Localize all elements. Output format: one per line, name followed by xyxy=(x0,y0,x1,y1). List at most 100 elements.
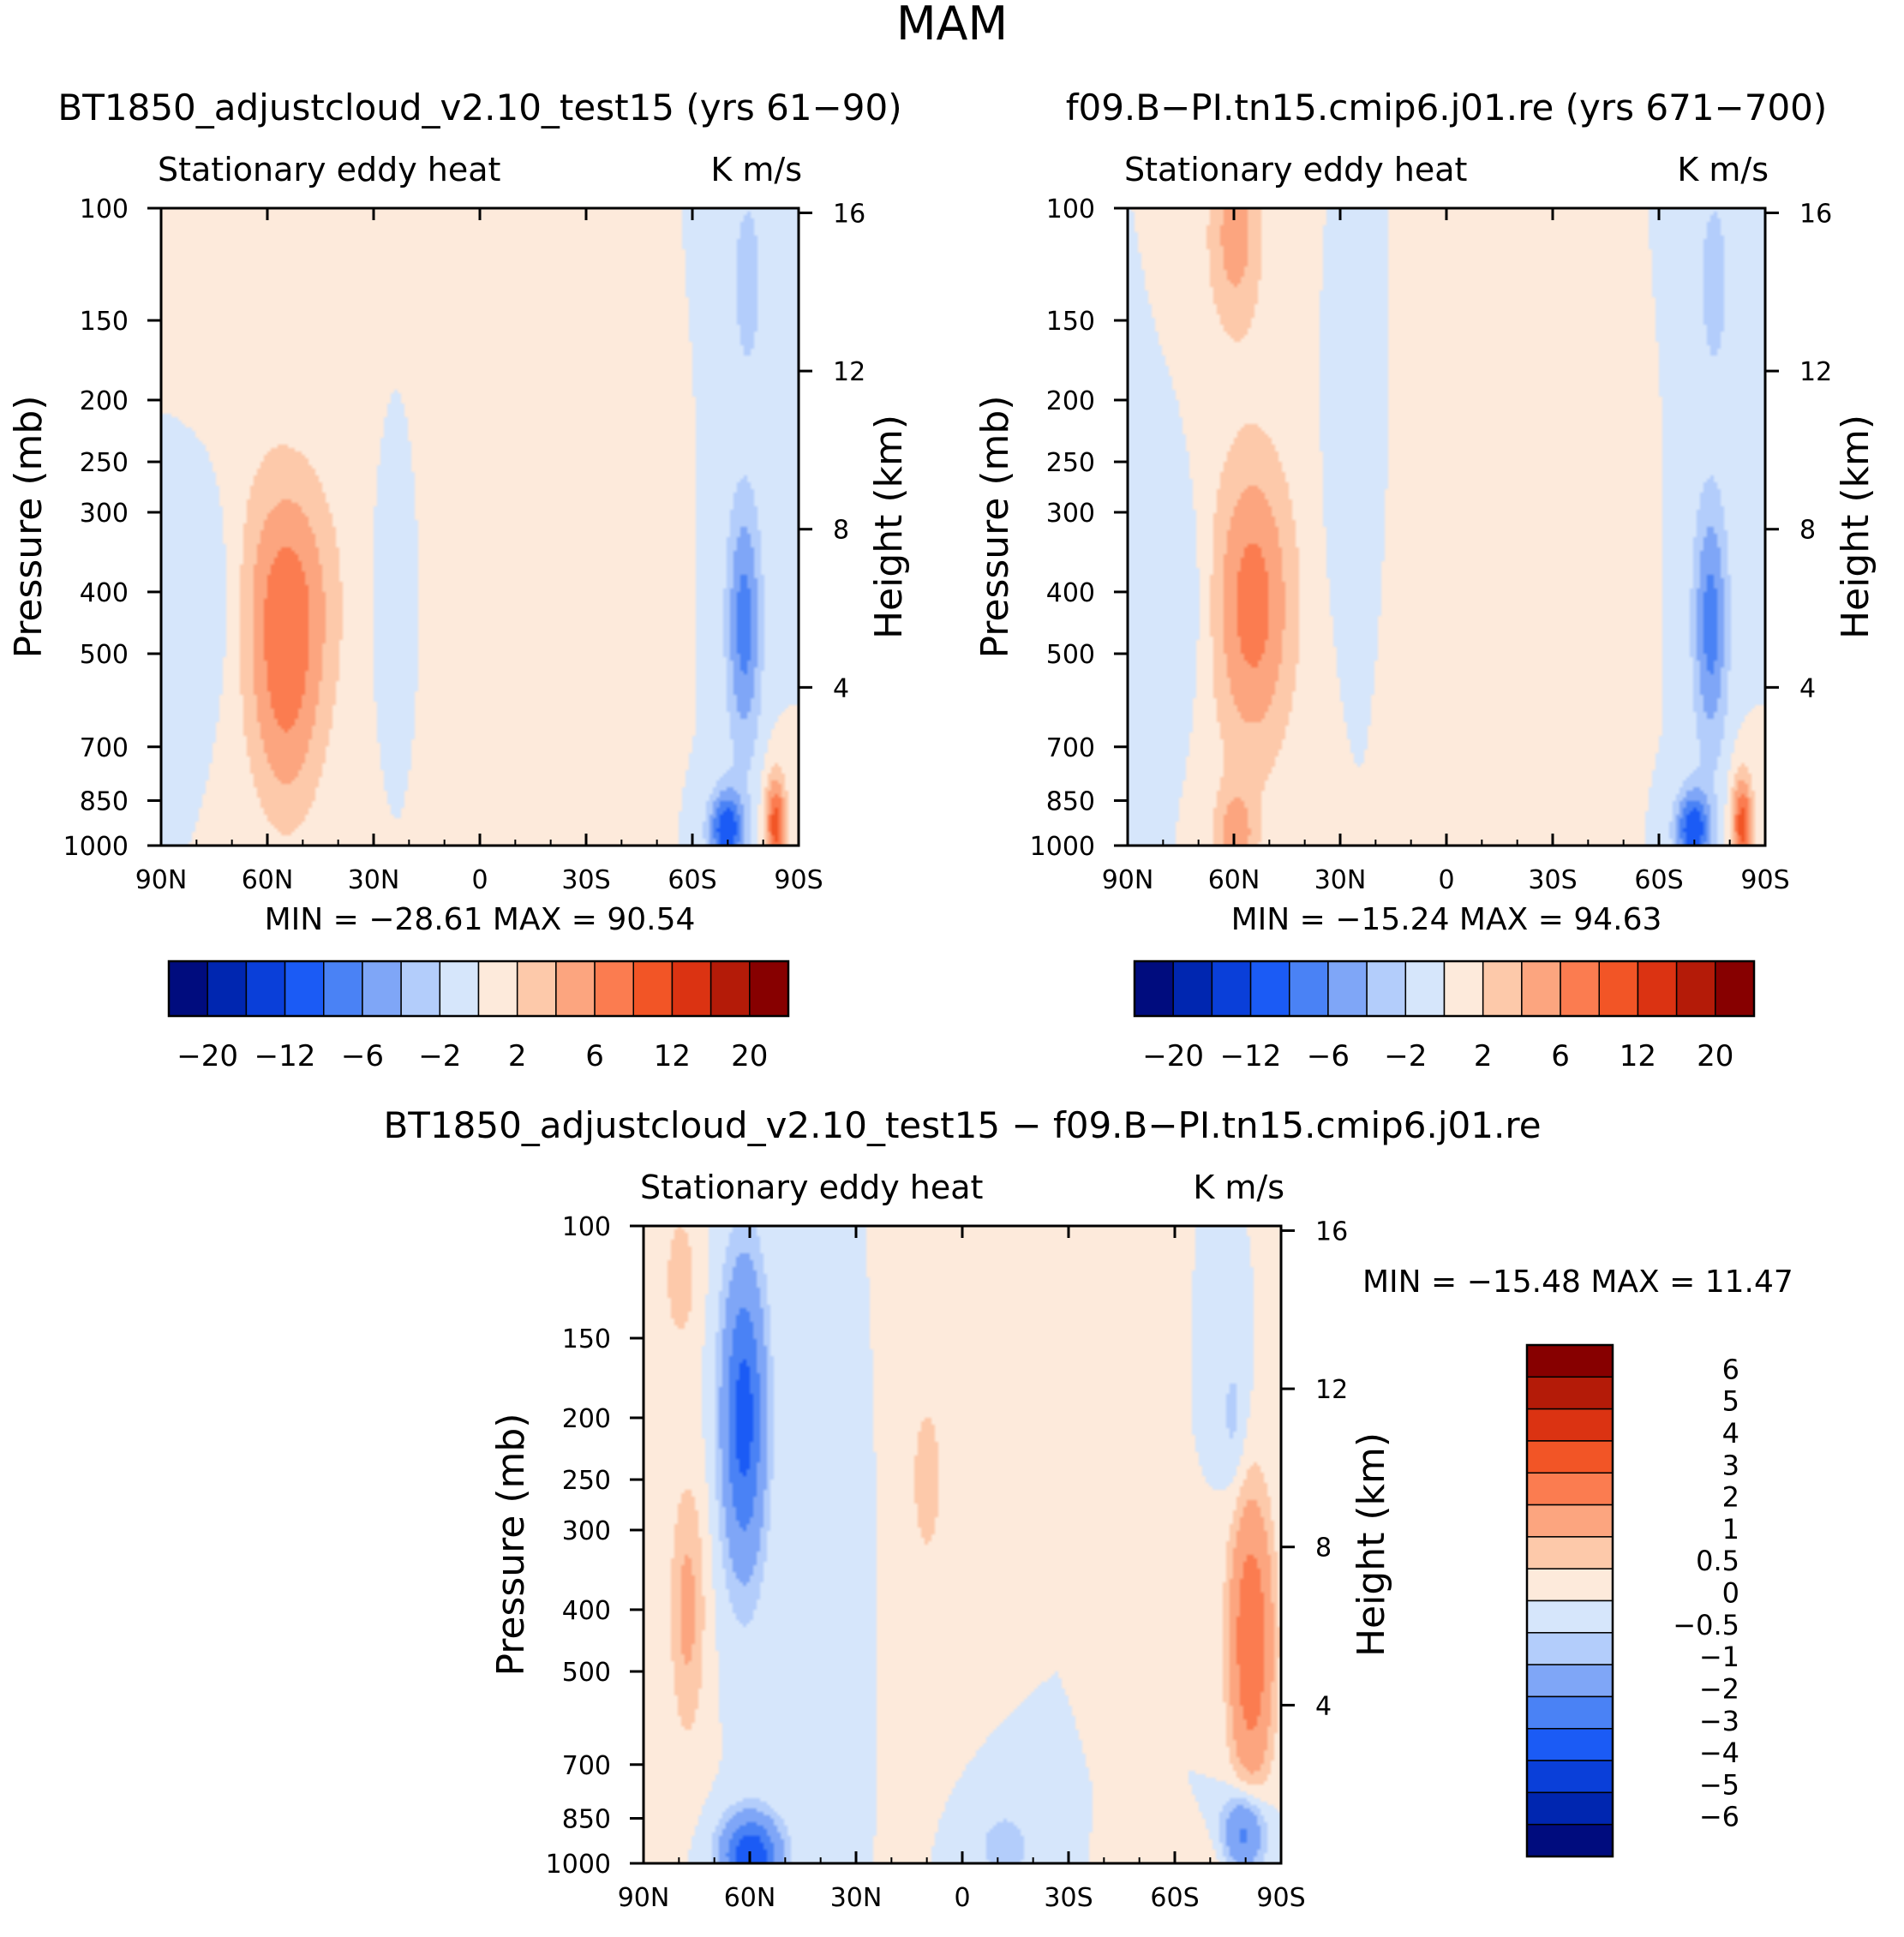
colorbar-label: −20 xyxy=(177,1039,238,1073)
colorbar-label: 20 xyxy=(731,1039,768,1073)
y-tick-label: 850 xyxy=(80,786,129,816)
colorbar-swatch xyxy=(1526,1472,1614,1506)
colorbar-label: −2 xyxy=(1384,1039,1427,1073)
x-tick-label: 60N xyxy=(242,865,294,895)
colorbar-swatch xyxy=(245,960,286,1017)
heatmap-field xyxy=(644,1226,1281,1863)
y-tick-label: 500 xyxy=(562,1658,611,1688)
panel-title: BT1850_adjustcloud_v2.10_test15 (yrs 61−… xyxy=(57,87,901,129)
y-right-tick-label: 8 xyxy=(1799,516,1816,546)
y-tick-label: 200 xyxy=(562,1404,611,1434)
colorbar-label: −6 xyxy=(341,1039,384,1073)
colorbar-swatch xyxy=(1560,960,1600,1017)
y-tick-label: 150 xyxy=(80,307,129,337)
colorbar-swatch xyxy=(168,960,208,1017)
x-tick-label: 30N xyxy=(1314,865,1367,895)
y-tick-label: 100 xyxy=(1046,194,1095,224)
x-tick-label: 60N xyxy=(1208,865,1260,895)
y-tick-label: 850 xyxy=(1046,786,1095,816)
panel-top-right: f09.B−PI.tn15.cmip6.j01.re (yrs 671−700)… xyxy=(973,87,1877,1073)
colorbar-swatch xyxy=(1211,960,1252,1017)
colorbar-swatch xyxy=(1134,960,1174,1017)
colorbar-swatch xyxy=(632,960,674,1017)
colorbar-swatch xyxy=(749,960,789,1017)
colorbar-label: −4 xyxy=(1699,1737,1739,1769)
colorbar-swatch xyxy=(1598,960,1639,1017)
colorbar-swatch xyxy=(477,960,518,1017)
y-right-axis-title: Height (km) xyxy=(1834,415,1877,639)
colorbar-swatch xyxy=(1526,1632,1614,1665)
colorbar-swatch xyxy=(1526,1344,1614,1378)
colorbar-swatch xyxy=(1526,1536,1614,1569)
y-tick-label: 300 xyxy=(80,499,129,529)
colorbar-swatch xyxy=(1637,960,1678,1017)
x-tick-label: 30N xyxy=(830,1883,883,1913)
colorbar-swatch xyxy=(1526,1504,1614,1538)
x-tick-label: 30S xyxy=(1528,865,1577,895)
colorbar-label: −5 xyxy=(1699,1768,1739,1801)
y-axis-title: Pressure (mb) xyxy=(973,396,1017,659)
colorbar-swatch xyxy=(323,960,363,1017)
colorbar-label: −3 xyxy=(1699,1705,1739,1737)
colorbar-swatch xyxy=(710,960,751,1017)
y-tick-label: 100 xyxy=(80,194,129,224)
colorbar-swatch xyxy=(362,960,402,1017)
x-tick-label: 90S xyxy=(1256,1883,1305,1913)
x-tick-label: 30S xyxy=(561,865,610,895)
y-tick-label: 400 xyxy=(80,578,129,608)
y-tick-label: 100 xyxy=(562,1212,611,1242)
x-tick-label: 60S xyxy=(1150,1883,1199,1913)
colorbar-label: 6 xyxy=(585,1039,604,1073)
x-tick-label: 30S xyxy=(1044,1883,1093,1913)
colorbar-label: −2 xyxy=(418,1039,461,1073)
panel-title: f09.B−PI.tn15.cmip6.j01.re (yrs 671−700) xyxy=(1066,87,1828,129)
x-tick-label: 90N xyxy=(1102,865,1154,895)
colorbar-swatch xyxy=(1526,1728,1614,1761)
y-tick-label: 700 xyxy=(1046,733,1095,763)
colorbar-label: −6 xyxy=(1307,1039,1350,1073)
colorbar-label: 2 xyxy=(1722,1481,1739,1514)
colorbar-frame xyxy=(1525,1343,1614,1858)
x-tick-label: 60N xyxy=(724,1883,776,1913)
colorbar: −20 −12 −6 −2 2 6 12 20 xyxy=(167,960,790,1073)
colorbar-swatch xyxy=(1443,960,1484,1017)
colorbar-swatch xyxy=(1249,960,1290,1017)
y-right-tick-label: 4 xyxy=(1799,673,1816,703)
y-tick-label: 500 xyxy=(1046,640,1095,670)
y-right-tick-label: 12 xyxy=(833,357,865,387)
colorbar-swatch xyxy=(1521,960,1561,1017)
y-right-tick-label: 8 xyxy=(833,516,849,546)
panel-units-label: K m/s xyxy=(1677,151,1769,188)
panel-top-left: BT1850_adjustcloud_v2.10_test15 (yrs 61−… xyxy=(7,87,911,1073)
colorbar-label: 2 xyxy=(1474,1039,1493,1073)
figure-title: MAM xyxy=(896,0,1008,51)
colorbar-label: 12 xyxy=(654,1039,691,1073)
x-tick-label: 0 xyxy=(954,1883,970,1913)
y-tick-label: 150 xyxy=(562,1324,611,1354)
panel-units-label: K m/s xyxy=(710,151,802,188)
y-tick-label: 700 xyxy=(562,1751,611,1781)
colorbar-swatch xyxy=(1482,960,1523,1017)
colorbar-label: 1 xyxy=(1722,1513,1739,1545)
colorbar-frame xyxy=(1133,960,1756,1018)
colorbar-label: −1 xyxy=(1699,1641,1739,1673)
colorbar-swatch xyxy=(1675,960,1716,1017)
colorbar-swatch xyxy=(1526,1599,1614,1634)
y-tick-label: 850 xyxy=(562,1804,611,1834)
colorbar-swatch xyxy=(1172,960,1213,1017)
min-max-stats: MIN = −28.61 MAX = 90.54 xyxy=(265,902,696,937)
colorbar-label: −20 xyxy=(1142,1039,1204,1073)
colorbar-swatch xyxy=(1526,1440,1614,1474)
colorbar-swatch xyxy=(284,960,325,1017)
colorbar-swatch xyxy=(1526,1568,1614,1602)
y-right-axis-title: Height (km) xyxy=(867,415,911,639)
y-tick-label: 200 xyxy=(80,386,129,416)
y-tick-label: 300 xyxy=(1046,499,1095,529)
colorbar-frame xyxy=(167,960,790,1018)
colorbar-label: 2 xyxy=(508,1039,527,1073)
colorbar-swatch xyxy=(516,960,557,1017)
colorbar-swatch xyxy=(1327,960,1368,1017)
colorbar-label: 5 xyxy=(1722,1385,1739,1418)
y-right-tick-label: 16 xyxy=(833,199,865,229)
